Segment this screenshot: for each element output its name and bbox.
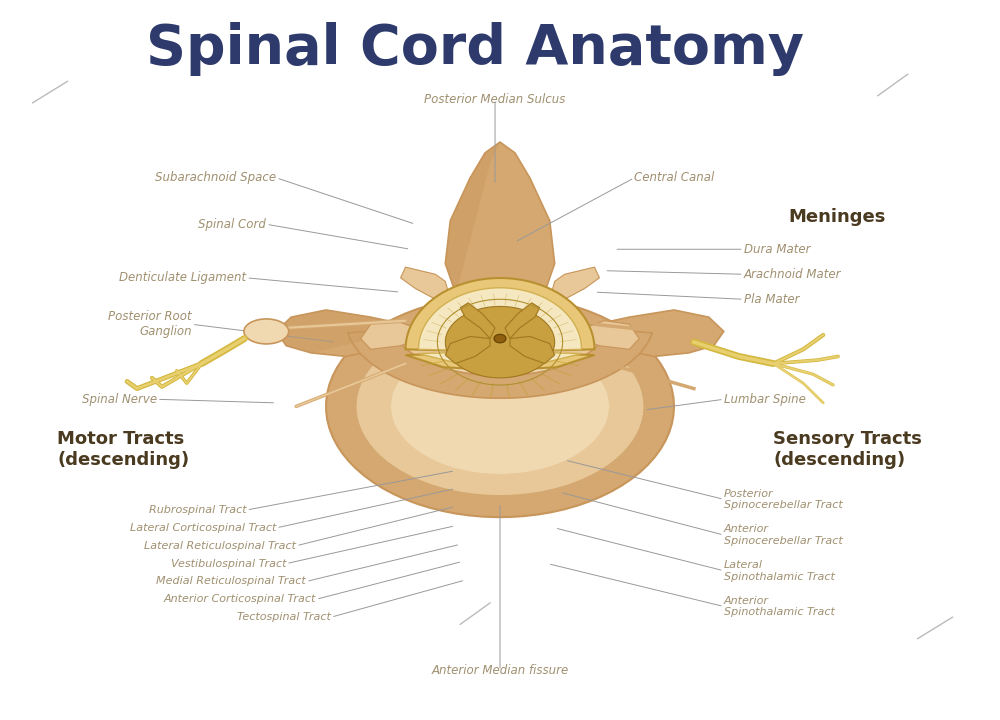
Text: Lateral Corticospinal Tract: Lateral Corticospinal Tract (130, 523, 276, 533)
Polygon shape (510, 336, 555, 364)
Polygon shape (276, 310, 420, 353)
Text: Denticulate Ligament: Denticulate Ligament (119, 271, 246, 284)
Text: Anterior
Spinothalamic Tract: Anterior Spinothalamic Tract (724, 595, 835, 617)
Text: Posterior
Spinocerebellar Tract: Posterior Spinocerebellar Tract (724, 488, 842, 510)
Ellipse shape (244, 319, 289, 344)
Text: Anterior
Spinocerebellar Tract: Anterior Spinocerebellar Tract (724, 524, 842, 546)
Text: Dura Mater: Dura Mater (744, 243, 810, 256)
Polygon shape (445, 142, 500, 292)
Polygon shape (550, 267, 599, 300)
Polygon shape (580, 320, 639, 349)
Circle shape (494, 334, 506, 343)
Polygon shape (570, 310, 724, 356)
Text: Spinal Cord: Spinal Cord (198, 217, 266, 230)
Text: Motor Tracts
(descending): Motor Tracts (descending) (57, 430, 190, 469)
Polygon shape (361, 320, 420, 349)
Polygon shape (418, 288, 582, 366)
Polygon shape (445, 336, 490, 364)
Polygon shape (348, 329, 652, 398)
Polygon shape (391, 338, 609, 474)
Text: Posterior Median Sulcus: Posterior Median Sulcus (424, 93, 566, 106)
Text: Meninges: Meninges (788, 208, 886, 226)
Polygon shape (326, 296, 674, 517)
Text: Rubrospinal Tract: Rubrospinal Tract (149, 505, 246, 515)
Text: Subarachnoid Space: Subarachnoid Space (155, 171, 276, 184)
Text: Lateral Reticulospinal Tract: Lateral Reticulospinal Tract (144, 541, 296, 551)
Polygon shape (406, 278, 594, 371)
Text: Central Canal: Central Canal (634, 171, 715, 184)
Polygon shape (505, 303, 540, 338)
Polygon shape (445, 142, 555, 314)
Text: Lumbar Spine: Lumbar Spine (724, 393, 806, 406)
Text: Spinal Nerve: Spinal Nerve (82, 393, 157, 406)
Text: Pla Mater: Pla Mater (744, 293, 799, 306)
Text: Spinal Cord Anatomy: Spinal Cord Anatomy (146, 22, 804, 76)
Polygon shape (401, 267, 450, 300)
Polygon shape (460, 303, 495, 338)
Text: Sensory Tracts
(descending): Sensory Tracts (descending) (773, 430, 922, 469)
Text: Tectospinal Tract: Tectospinal Tract (237, 612, 331, 622)
Text: Posterior Root
Ganglion: Posterior Root Ganglion (108, 310, 192, 338)
Text: Anterior Median fissure: Anterior Median fissure (431, 665, 569, 678)
Text: Vestibulospinal Tract: Vestibulospinal Tract (171, 559, 286, 569)
Polygon shape (445, 307, 555, 378)
Text: Medial Reticulospinal Tract: Medial Reticulospinal Tract (156, 577, 306, 587)
Polygon shape (356, 317, 644, 496)
Text: Lateral
Spinothalamic Tract: Lateral Spinothalamic Tract (724, 560, 835, 582)
Text: Arachnoid Mater: Arachnoid Mater (744, 268, 841, 281)
Polygon shape (276, 310, 430, 356)
Text: Anterior Corticospinal Tract: Anterior Corticospinal Tract (164, 594, 316, 604)
